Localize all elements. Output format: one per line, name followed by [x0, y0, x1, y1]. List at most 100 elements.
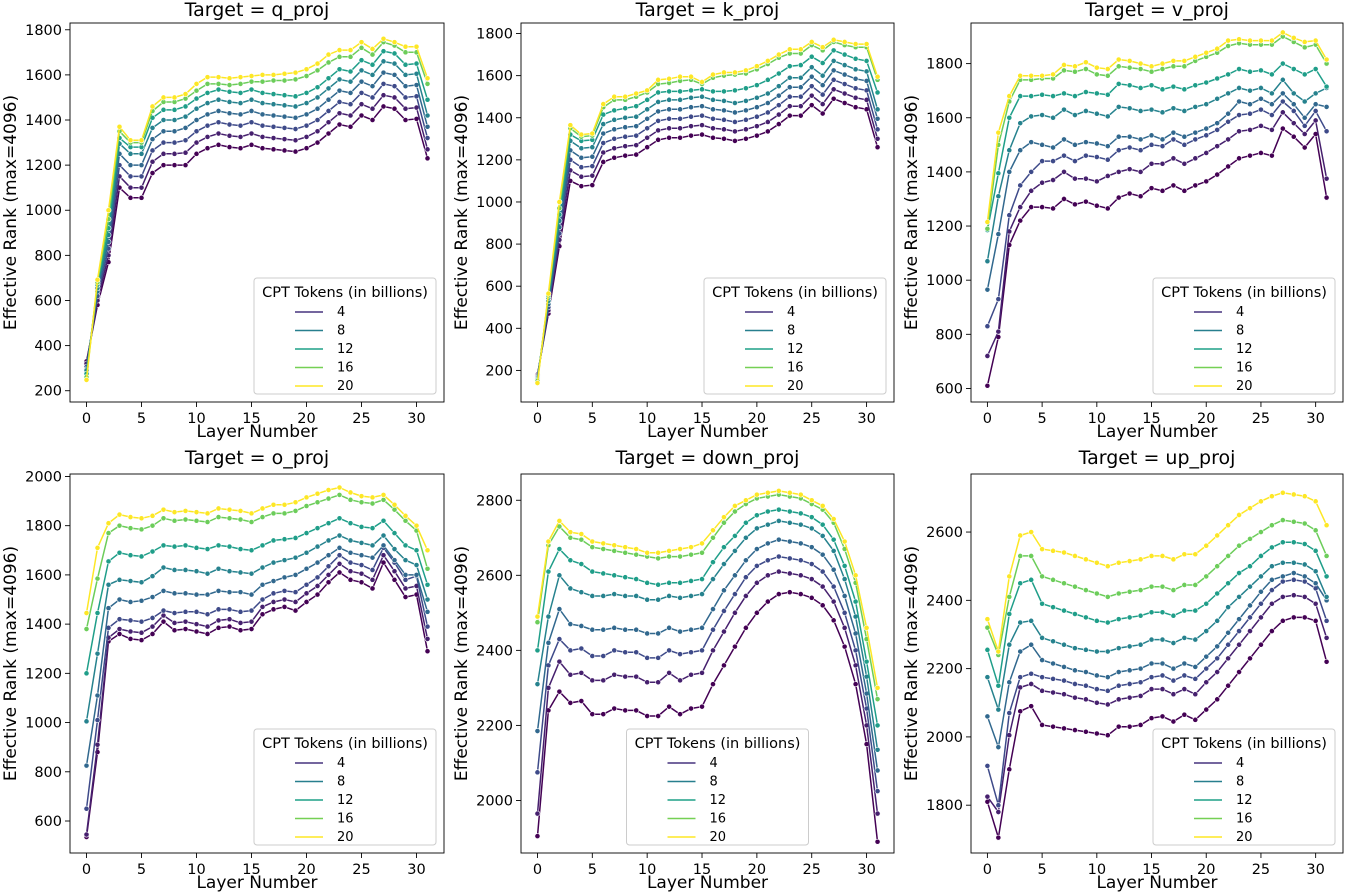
data-point — [127, 162, 134, 169]
data-point — [1170, 129, 1177, 136]
y-tick-label: 2600 — [926, 525, 963, 541]
data-point — [1093, 154, 1100, 160]
data-point — [1093, 686, 1100, 693]
data-point — [984, 286, 991, 293]
y-axis-label: Effective Rank (max=4096) — [452, 546, 472, 781]
data-point — [413, 43, 420, 50]
x-tick-label: 30 — [407, 862, 425, 878]
legend-entry: 20 — [710, 830, 727, 845]
x-tick-label: 25 — [802, 862, 820, 878]
data-point — [1258, 588, 1264, 595]
data-point — [281, 113, 288, 120]
data-point — [1225, 37, 1232, 44]
data-point — [270, 578, 277, 584]
y-axis-label: Effective Rank (max=4096) — [1, 546, 21, 781]
data-point — [182, 162, 189, 169]
legend-entry: 4 — [337, 756, 345, 771]
data-point — [1082, 66, 1089, 72]
data-point — [281, 510, 288, 517]
data-point — [1301, 614, 1308, 621]
data-point — [1170, 665, 1177, 672]
data-point — [567, 534, 574, 541]
data-point — [841, 538, 848, 545]
data-point — [764, 90, 771, 97]
data-point — [1137, 168, 1144, 175]
data-point — [204, 570, 211, 577]
data-point — [215, 86, 222, 93]
data-point — [655, 581, 662, 588]
data-point — [248, 86, 255, 93]
data-point — [248, 130, 255, 137]
data-point — [1236, 155, 1242, 162]
x-axis-label: Layer Number — [647, 873, 768, 893]
data-point — [270, 559, 277, 566]
data-point — [303, 494, 310, 501]
y-tick-label: 2400 — [926, 593, 963, 609]
data-point — [303, 590, 310, 597]
data-point — [1017, 182, 1024, 189]
x-tick-label: 0 — [82, 862, 91, 878]
x-tick-label: 15 — [242, 411, 260, 427]
data-point — [1170, 691, 1177, 698]
data-point — [380, 492, 387, 498]
data-point — [1214, 45, 1221, 52]
data-point — [1214, 143, 1221, 150]
x-tick-label: 10 — [187, 862, 205, 878]
data-point — [325, 520, 332, 527]
data-point — [1115, 194, 1122, 201]
data-point — [1203, 178, 1210, 185]
data-point — [600, 711, 607, 718]
data-point — [94, 717, 101, 724]
data-point — [874, 106, 881, 113]
data-point — [753, 579, 760, 586]
data-point — [874, 767, 881, 774]
data-point — [149, 136, 156, 143]
data-point — [1126, 133, 1133, 140]
data-point — [644, 679, 651, 686]
data-point — [259, 111, 266, 118]
data-point — [215, 96, 222, 103]
data-point — [226, 88, 233, 95]
data-point — [1028, 72, 1035, 79]
data-point — [1290, 539, 1297, 546]
data-point — [589, 626, 596, 633]
data-point — [1301, 98, 1308, 105]
data-point — [160, 587, 167, 594]
data-point — [1236, 36, 1242, 43]
data-point — [644, 134, 651, 141]
data-point — [655, 89, 662, 96]
data-point — [193, 87, 200, 94]
data-point — [1159, 713, 1166, 720]
data-point — [303, 90, 310, 96]
data-point — [841, 71, 848, 78]
data-point — [764, 119, 771, 125]
data-point — [633, 546, 640, 552]
data-point — [644, 596, 651, 603]
data-point — [83, 610, 90, 616]
data-point — [1006, 611, 1013, 617]
data-point — [1214, 75, 1221, 82]
data-point — [292, 572, 299, 578]
data-point — [182, 125, 189, 131]
data-point — [1301, 493, 1308, 500]
legend-title: CPT Tokens (in billions) — [262, 285, 428, 301]
data-point — [578, 645, 585, 652]
data-point — [1039, 112, 1046, 118]
data-point — [248, 141, 255, 148]
legend-entry: 20 — [337, 379, 354, 394]
data-point — [171, 139, 178, 146]
data-point — [226, 132, 233, 139]
data-point — [721, 514, 727, 521]
data-point — [1093, 730, 1100, 737]
data-point — [325, 75, 332, 82]
data-point — [292, 607, 299, 614]
legend-entry: 16 — [710, 812, 727, 827]
data-point — [764, 572, 771, 579]
data-point — [402, 517, 409, 524]
data-point — [347, 112, 354, 119]
data-point — [1126, 558, 1133, 564]
data-point — [402, 83, 409, 90]
data-point — [325, 537, 332, 544]
